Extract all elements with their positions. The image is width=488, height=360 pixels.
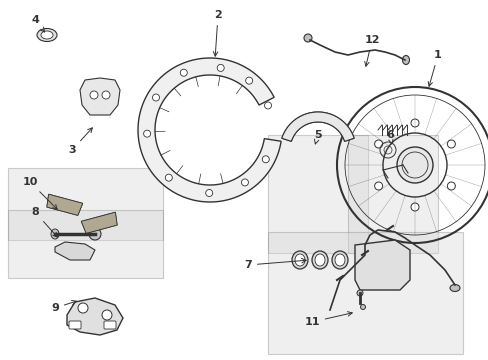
Circle shape bbox=[447, 182, 454, 190]
Circle shape bbox=[264, 102, 271, 109]
FancyBboxPatch shape bbox=[69, 321, 81, 329]
Ellipse shape bbox=[291, 251, 307, 269]
Ellipse shape bbox=[37, 28, 57, 41]
Text: 5: 5 bbox=[314, 130, 321, 144]
Circle shape bbox=[205, 189, 212, 197]
Polygon shape bbox=[47, 194, 82, 215]
Ellipse shape bbox=[334, 254, 345, 266]
Polygon shape bbox=[67, 298, 123, 335]
Ellipse shape bbox=[360, 305, 365, 310]
Circle shape bbox=[241, 179, 248, 186]
Circle shape bbox=[374, 140, 382, 148]
Circle shape bbox=[245, 77, 252, 84]
Text: 1: 1 bbox=[427, 50, 441, 86]
Text: 12: 12 bbox=[364, 35, 379, 66]
Circle shape bbox=[262, 156, 269, 163]
Text: 2: 2 bbox=[213, 10, 222, 56]
Circle shape bbox=[78, 303, 88, 313]
Circle shape bbox=[447, 140, 454, 148]
Polygon shape bbox=[281, 112, 353, 141]
Circle shape bbox=[180, 69, 187, 76]
Text: 4: 4 bbox=[31, 15, 44, 32]
Ellipse shape bbox=[294, 254, 305, 266]
Circle shape bbox=[143, 130, 150, 137]
Bar bbox=[8, 168, 163, 240]
Bar bbox=[267, 232, 462, 354]
Bar bbox=[8, 210, 163, 278]
Circle shape bbox=[374, 182, 382, 190]
Polygon shape bbox=[55, 242, 95, 260]
Ellipse shape bbox=[311, 251, 327, 269]
Text: 7: 7 bbox=[244, 258, 305, 270]
Ellipse shape bbox=[304, 34, 311, 42]
Text: 3: 3 bbox=[68, 128, 92, 155]
Circle shape bbox=[102, 310, 112, 320]
Ellipse shape bbox=[51, 229, 59, 239]
Text: 6: 6 bbox=[385, 130, 393, 144]
Bar bbox=[267, 135, 367, 253]
Bar bbox=[347, 135, 437, 253]
Ellipse shape bbox=[449, 284, 459, 292]
Ellipse shape bbox=[402, 55, 408, 64]
Polygon shape bbox=[138, 58, 281, 202]
Text: 11: 11 bbox=[304, 312, 351, 327]
Circle shape bbox=[410, 203, 418, 211]
Polygon shape bbox=[354, 240, 409, 290]
Text: 8: 8 bbox=[31, 207, 57, 237]
FancyBboxPatch shape bbox=[104, 321, 116, 329]
Text: 10: 10 bbox=[22, 177, 57, 209]
Circle shape bbox=[217, 64, 224, 71]
Polygon shape bbox=[80, 78, 120, 115]
Circle shape bbox=[396, 147, 432, 183]
Ellipse shape bbox=[41, 31, 53, 39]
Polygon shape bbox=[47, 194, 82, 215]
Ellipse shape bbox=[331, 251, 347, 269]
Text: 9: 9 bbox=[51, 300, 76, 313]
Circle shape bbox=[410, 119, 418, 127]
Circle shape bbox=[165, 174, 172, 181]
Circle shape bbox=[102, 91, 110, 99]
Circle shape bbox=[90, 91, 98, 99]
Polygon shape bbox=[281, 112, 353, 141]
Circle shape bbox=[152, 94, 159, 101]
Ellipse shape bbox=[89, 228, 101, 240]
Ellipse shape bbox=[314, 254, 325, 266]
Polygon shape bbox=[81, 212, 117, 233]
Circle shape bbox=[356, 290, 362, 296]
Polygon shape bbox=[81, 212, 117, 233]
